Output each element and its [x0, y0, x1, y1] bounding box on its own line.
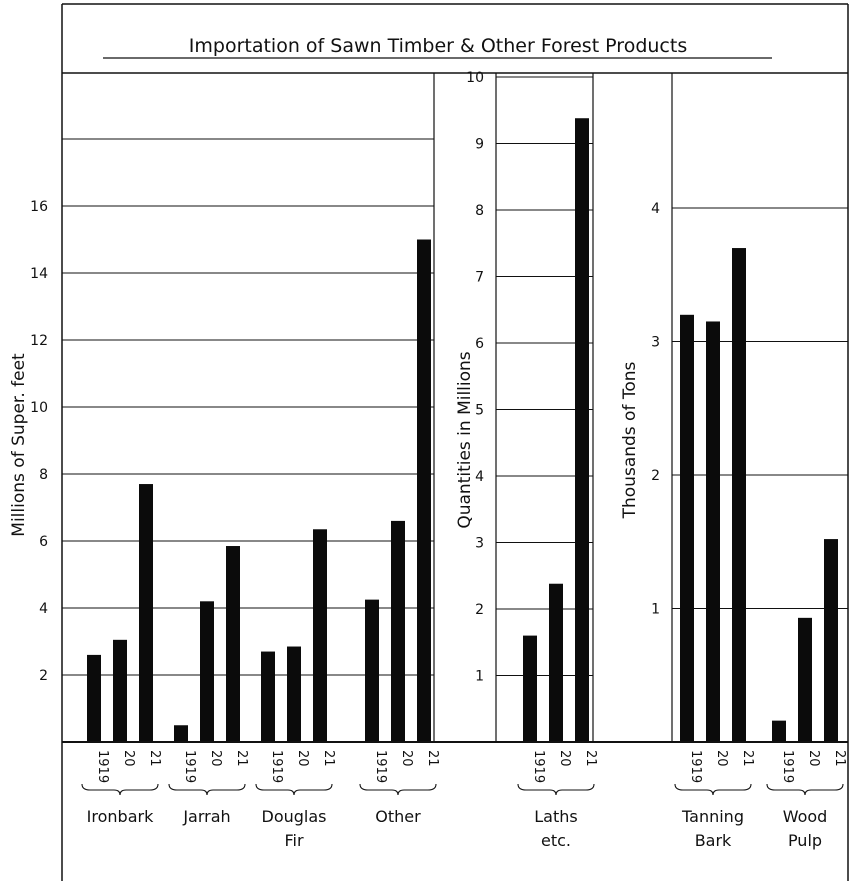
y-tick-label: 10	[30, 400, 48, 416]
group-brace	[255, 783, 333, 796]
group-label: Ironbark	[87, 807, 154, 826]
x-year-label: 21	[234, 750, 249, 767]
group-label: Laths etc.	[534, 807, 577, 850]
panel3-ylabel: Thousands of Tons	[620, 361, 640, 519]
y-tick-label: 9	[475, 137, 484, 153]
panel1-ylabel: Millions of Super. feet	[9, 353, 29, 537]
bar	[772, 720, 786, 742]
x-year-label: 20	[557, 750, 572, 767]
bar	[798, 617, 812, 742]
panel2-ylabel: Quantities in Millions	[455, 351, 475, 528]
x-year-label: 20	[295, 750, 310, 767]
group-label: Other	[375, 807, 421, 826]
x-year-label: 20	[208, 750, 223, 767]
x-year-label: 1919	[780, 750, 795, 783]
bar	[139, 484, 153, 742]
y-tick-label: 7	[475, 270, 484, 286]
y-tick-label: 6	[39, 534, 48, 550]
bar	[391, 520, 405, 742]
y-tick-label: 4	[39, 601, 48, 617]
group-brace	[168, 783, 246, 796]
group-brace	[81, 783, 159, 796]
x-year-label: 1919	[269, 750, 284, 783]
y-tick-label: 8	[39, 467, 48, 483]
y-tick-label: 3	[651, 335, 660, 351]
bar	[417, 239, 431, 742]
y-tick-label: 4	[651, 201, 660, 217]
y-tick-label: 14	[30, 266, 48, 282]
y-tick-label: 16	[30, 199, 48, 215]
x-year-label: 1919	[182, 750, 197, 783]
x-year-label: 20	[121, 750, 136, 767]
y-tick-label: 2	[651, 468, 660, 484]
bar	[200, 601, 214, 742]
group-brace	[674, 783, 752, 796]
bar	[549, 583, 563, 742]
y-tick-label: 4	[475, 469, 484, 485]
chart-title: Importation of Sawn Timber & Other Fores…	[189, 35, 687, 57]
group-brace	[766, 783, 844, 796]
bar	[226, 546, 240, 742]
group-label: Jarrah	[182, 807, 230, 826]
y-tick-label: 5	[475, 403, 484, 419]
bar	[313, 529, 327, 742]
y-tick-label: 2	[39, 668, 48, 684]
bar	[824, 539, 838, 742]
y-tick-label: 1	[475, 669, 484, 685]
y-tick-label: 1	[651, 602, 660, 618]
x-year-label: 1919	[688, 750, 703, 783]
x-year-label: 21	[321, 750, 336, 767]
y-tick-label: 6	[475, 336, 484, 352]
bar	[287, 646, 301, 742]
x-year-label: 1919	[373, 750, 388, 783]
y-tick-label: 10	[466, 70, 484, 86]
x-year-label: 1919	[531, 750, 546, 783]
bar	[113, 639, 127, 742]
bar	[706, 321, 720, 742]
x-year-label: 20	[806, 750, 821, 767]
bar	[575, 118, 589, 743]
x-year-label: 21	[147, 750, 162, 767]
group-brace	[517, 783, 595, 796]
group-label: Wood Pulp	[783, 807, 828, 850]
group-label: Tanning Bark	[681, 807, 744, 850]
x-year-label: 20	[714, 750, 729, 767]
bar	[174, 725, 188, 742]
bar	[87, 654, 101, 742]
y-tick-label: 12	[30, 333, 48, 349]
y-tick-label: 2	[475, 602, 484, 618]
x-year-label: 21	[832, 750, 847, 767]
x-year-label: 20	[399, 750, 414, 767]
x-year-label: 1919	[95, 750, 110, 783]
y-tick-label: 8	[475, 203, 484, 219]
bar	[732, 248, 746, 743]
bar	[365, 599, 379, 742]
x-year-label: 21	[425, 750, 440, 767]
x-year-label: 21	[740, 750, 755, 767]
group-label: Douglas Fir	[262, 807, 327, 850]
group-brace	[359, 783, 437, 796]
bar	[523, 635, 537, 742]
bar	[261, 651, 275, 742]
y-tick-label: 3	[475, 536, 484, 552]
x-year-label: 21	[583, 750, 598, 767]
bar	[680, 314, 694, 742]
